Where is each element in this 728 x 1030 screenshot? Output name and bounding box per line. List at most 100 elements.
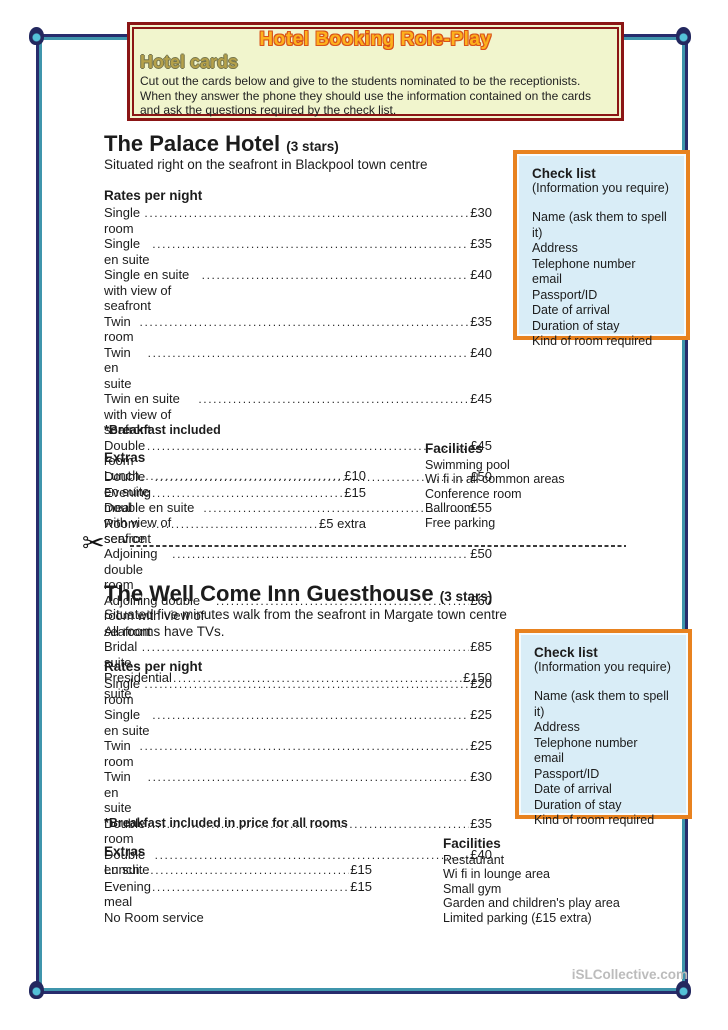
rate-price: £40	[470, 267, 492, 282]
hotel-2-extras-list: Lunch £15 Evening meal £15 No Room servi…	[104, 862, 372, 925]
dotted-leader	[144, 676, 469, 693]
hotel-2-rates-list: Single room £20 Single en suite £25 Twin…	[104, 676, 492, 878]
rate-price: £50	[470, 546, 492, 561]
dotted-leader	[152, 707, 469, 724]
description-line: Situated right on the seafront in Blackp…	[104, 157, 428, 172]
rate-label: Single room	[104, 205, 141, 236]
description-line: Situated five minutes walk from the seaf…	[104, 607, 507, 622]
hotel-1-description: Situated right on the seafront in Blackp…	[104, 157, 504, 172]
rate-price: £25	[470, 738, 492, 753]
rate-label: Twin en suite with view of seafront	[104, 391, 180, 437]
rate-row: Bridal suite £85	[104, 639, 492, 670]
extra-price: £15	[350, 878, 372, 894]
rate-price: £35	[470, 815, 492, 831]
checklist-item: Telephone number	[534, 735, 638, 750]
header-instructions: Cut out the cards below and give to the …	[140, 74, 591, 118]
checklist-item: Date of arrival	[532, 303, 610, 317]
hotel-2-extras-heading: Extras	[104, 844, 146, 859]
checklist-item: Kind of room required	[534, 813, 655, 827]
dotted-leader	[140, 468, 343, 485]
rate-row: Twin room £25	[104, 738, 492, 769]
border-corner-ornament	[29, 981, 44, 999]
checklist-subheading: (Information you require)	[532, 181, 669, 195]
facility-item: Small gym	[443, 881, 502, 896]
rate-price: £45	[470, 391, 492, 406]
extra-label: Room service	[104, 515, 146, 547]
hotel-1-facilities-list: Swimming pool Wi fi in all common areas Co…	[425, 458, 675, 530]
extra-row: No Room service	[104, 910, 372, 926]
extra-price: £10	[344, 468, 366, 483]
hotel-2-facilities-heading: Facilities	[443, 836, 501, 851]
rate-row: Single en suite £35	[104, 236, 492, 267]
page-title: Hotel Booking Role-Play	[259, 29, 492, 50]
hotel-2-stars: (3 stars)	[439, 589, 493, 604]
extra-label: Evening meal	[104, 484, 151, 516]
checklist-items: Name (ask them to spell it) Address Teleph…	[534, 689, 682, 829]
rate-label: Single room	[104, 676, 141, 707]
hotel-2-heading: The Well Come Inn Guesthouse (3 stars)	[104, 581, 492, 607]
extra-price: £15	[350, 862, 372, 877]
checklist-item: email	[532, 272, 562, 286]
rate-row: Double room £45	[104, 438, 492, 469]
rate-row: Double en suite £50	[104, 469, 492, 500]
extra-row: Room service £5 extra	[104, 516, 366, 547]
rate-row: Single room £30	[104, 205, 492, 236]
hotel-1-rates-list: Single room £30 Single en suite £35 Sing…	[104, 205, 492, 701]
dotted-leader	[140, 862, 349, 879]
hotel-1-rates-heading: Rates per night	[104, 188, 203, 203]
rate-label: Single en suite	[104, 707, 150, 738]
extra-price: £15	[344, 484, 366, 500]
rate-label: Single en suite	[104, 236, 150, 267]
rate-price: £85	[470, 639, 492, 654]
rate-label: Double room	[104, 815, 146, 847]
rate-row: Twin en suite £30	[104, 769, 492, 816]
facility-item: Conference room	[425, 486, 522, 501]
rate-price: £55	[470, 499, 492, 515]
dotted-leader	[140, 314, 470, 331]
hotel-2-name: The Well Come Inn Guesthouse	[104, 581, 434, 606]
rate-label: Twin en suite	[104, 769, 132, 815]
rate-row: Adjoining double room with view of seafr…	[104, 593, 492, 640]
dotted-leader	[142, 639, 470, 656]
checklist-heading: Check list	[534, 645, 598, 660]
rate-price: £150	[463, 670, 492, 685]
hotel-1-note: *Breakfast included	[104, 423, 221, 437]
rate-row: Single room £20	[104, 676, 492, 707]
rate-price: £40	[470, 846, 492, 862]
dotted-leader	[144, 205, 469, 222]
rate-row: Double room £35	[104, 816, 492, 847]
dotted-leader	[198, 391, 469, 408]
facility-item: Free parking	[425, 515, 496, 530]
checklist-item: Passport/ID	[532, 287, 598, 302]
hotel-1-extras-list: Lunch £10 Evening meal £15 Room service …	[104, 468, 366, 547]
dotted-leader	[172, 546, 469, 563]
rate-price: £35	[470, 236, 492, 251]
rate-row: Twin room £35	[104, 314, 492, 345]
rate-price: £50	[470, 468, 492, 484]
dotted-leader	[152, 879, 349, 896]
extra-label: Lunch	[104, 862, 140, 877]
rate-label: Adjoining double room	[104, 546, 158, 592]
extra-row: Evening meal £15	[104, 879, 372, 910]
checklist-item: Address	[532, 241, 578, 255]
rate-label: Double en suite	[104, 846, 150, 878]
hotel-1-checklist: Check list (Information you require) Nam…	[513, 150, 690, 348]
page-border-right	[682, 34, 688, 994]
checklist-subheading: (Information you require)	[534, 660, 671, 674]
checklist-item: Address	[534, 720, 580, 734]
rate-price: £35	[470, 313, 492, 329]
checklist-item: Date of arrival	[534, 782, 612, 796]
facility-item: Wi fi in lounge area	[443, 867, 551, 882]
header-subtitle: Hotel cards	[140, 52, 239, 72]
hotel-1-name: The Palace Hotel	[104, 131, 281, 156]
rate-price: £60	[470, 592, 492, 608]
hotel-2-description: Situated five minutes walk from the seaf…	[104, 607, 524, 640]
dotted-leader	[147, 438, 469, 455]
dotted-leader	[146, 516, 318, 533]
dotted-leader	[148, 345, 470, 362]
checklist-item: Name (ask them to spell it)	[534, 689, 669, 719]
checklist-item: Kind of room required	[532, 334, 653, 348]
rate-price: £20	[470, 676, 492, 691]
rate-row: Single en suite with view of seafront £4…	[104, 267, 492, 314]
rate-row: Twin en suite £40	[104, 345, 492, 392]
